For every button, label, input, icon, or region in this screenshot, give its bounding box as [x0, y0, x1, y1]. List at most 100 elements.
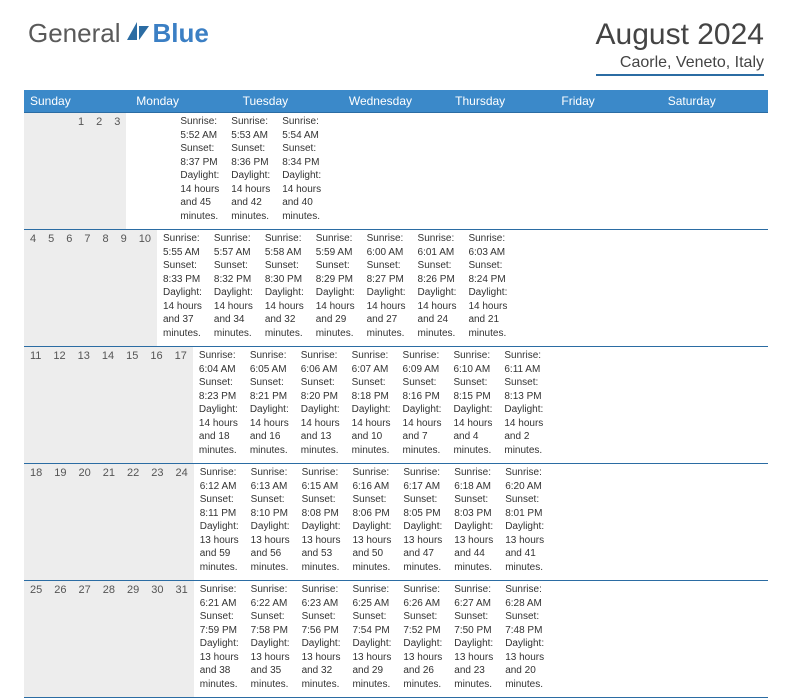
- day-number-band: 25262728293031: [24, 581, 194, 697]
- daylight-text: Daylight: 14 hours and 24 minutes.: [418, 286, 457, 340]
- sunset-text: Sunset: 7:48 PM: [505, 610, 544, 637]
- day-number: 7: [78, 230, 96, 248]
- brand-text-blue: Blue: [153, 18, 209, 49]
- sunset-text: Sunset: 8:27 PM: [367, 259, 406, 286]
- sunset-text: Sunset: 8:34 PM: [282, 142, 321, 169]
- sunrise-text: Sunrise: 6:05 AM: [250, 349, 289, 376]
- daylight-text: Daylight: 14 hours and 16 minutes.: [250, 403, 289, 457]
- daylight-text: Daylight: 13 hours and 47 minutes.: [403, 520, 442, 574]
- day-cell: Sunrise: 6:17 AMSunset: 8:05 PMDaylight:…: [397, 464, 448, 580]
- sunrise-text: Sunrise: 5:53 AM: [231, 115, 270, 142]
- day-cell: Sunrise: 6:26 AMSunset: 7:52 PMDaylight:…: [397, 581, 448, 697]
- day-content-band: Sunrise: 5:55 AMSunset: 8:33 PMDaylight:…: [157, 230, 513, 346]
- weekday-header: Tuesday: [237, 90, 343, 112]
- sunrise-text: Sunrise: 5:52 AM: [180, 115, 219, 142]
- day-number-band: 123: [24, 113, 126, 229]
- daylight-text: Daylight: 13 hours and 29 minutes.: [352, 637, 391, 691]
- day-number: 5: [42, 230, 60, 248]
- sunrise-text: Sunrise: 6:12 AM: [200, 466, 239, 493]
- day-number: 14: [96, 347, 120, 365]
- day-cell: Sunrise: 6:05 AMSunset: 8:21 PMDaylight:…: [244, 347, 295, 463]
- daylight-text: Daylight: 14 hours and 37 minutes.: [163, 286, 202, 340]
- day-number: 8: [97, 230, 115, 248]
- sunset-text: Sunset: 8:37 PM: [180, 142, 219, 169]
- day-cell: Sunrise: 6:07 AMSunset: 8:18 PMDaylight:…: [346, 347, 397, 463]
- day-cell: [138, 113, 150, 229]
- day-cell: Sunrise: 5:59 AMSunset: 8:29 PMDaylight:…: [310, 230, 361, 346]
- day-number: [48, 113, 60, 131]
- day-number: 4: [24, 230, 42, 248]
- sunset-text: Sunset: 7:59 PM: [200, 610, 239, 637]
- sunset-text: Sunset: 8:16 PM: [403, 376, 442, 403]
- day-number: 12: [47, 347, 71, 365]
- week-row: 25262728293031Sunrise: 6:21 AMSunset: 7:…: [24, 580, 768, 697]
- daylight-text: Daylight: 13 hours and 35 minutes.: [251, 637, 290, 691]
- sunrise-text: Sunrise: 6:18 AM: [454, 466, 493, 493]
- sunrise-text: Sunrise: 6:25 AM: [352, 583, 391, 610]
- day-number: 23: [145, 464, 169, 482]
- sunrise-text: Sunrise: 6:26 AM: [403, 583, 442, 610]
- sunset-text: Sunset: 8:20 PM: [301, 376, 340, 403]
- day-cell: [150, 113, 162, 229]
- day-cell: Sunrise: 6:09 AMSunset: 8:16 PMDaylight:…: [397, 347, 448, 463]
- sunrise-text: Sunrise: 6:15 AM: [302, 466, 341, 493]
- day-number: 21: [97, 464, 121, 482]
- sunset-text: Sunset: 8:32 PM: [214, 259, 253, 286]
- weekday-header: Sunday: [24, 90, 130, 112]
- week-row: 11121314151617Sunrise: 6:04 AMSunset: 8:…: [24, 346, 768, 463]
- daylight-text: Daylight: 13 hours and 53 minutes.: [302, 520, 341, 574]
- day-number: 26: [48, 581, 72, 599]
- weeks-container: 123Sunrise: 5:52 AMSunset: 8:37 PMDaylig…: [24, 112, 768, 697]
- sunrise-text: Sunrise: 6:22 AM: [251, 583, 290, 610]
- day-number: [24, 113, 36, 131]
- day-cell: Sunrise: 5:52 AMSunset: 8:37 PMDaylight:…: [174, 113, 225, 229]
- sunset-text: Sunset: 8:03 PM: [454, 493, 493, 520]
- day-cell: Sunrise: 6:27 AMSunset: 7:50 PMDaylight:…: [448, 581, 499, 697]
- sunset-text: Sunset: 8:11 PM: [200, 493, 239, 520]
- daylight-text: Daylight: 13 hours and 23 minutes.: [454, 637, 493, 691]
- sunrise-text: Sunrise: 5:54 AM: [282, 115, 321, 142]
- daylight-text: Daylight: 14 hours and 4 minutes.: [453, 403, 492, 457]
- day-cell: Sunrise: 5:57 AMSunset: 8:32 PMDaylight:…: [208, 230, 259, 346]
- day-cell: Sunrise: 5:54 AMSunset: 8:34 PMDaylight:…: [276, 113, 327, 229]
- day-number: 31: [170, 581, 194, 599]
- sunrise-text: Sunrise: 5:59 AM: [316, 232, 355, 259]
- sunset-text: Sunset: 8:36 PM: [231, 142, 270, 169]
- location-text: Caorle, Veneto, Italy: [596, 54, 764, 72]
- weekday-header: Wednesday: [343, 90, 449, 112]
- sunrise-text: Sunrise: 6:09 AM: [403, 349, 442, 376]
- sunset-text: Sunset: 7:50 PM: [454, 610, 493, 637]
- sunrise-text: Sunrise: 6:11 AM: [504, 349, 543, 376]
- daylight-text: Daylight: 14 hours and 40 minutes.: [282, 169, 321, 223]
- page-header: General Blue August 2024 Caorle, Veneto,…: [0, 0, 792, 84]
- daylight-text: Daylight: 14 hours and 42 minutes.: [231, 169, 270, 223]
- day-cell: Sunrise: 6:06 AMSunset: 8:20 PMDaylight:…: [295, 347, 346, 463]
- sunset-text: Sunset: 8:15 PM: [453, 376, 492, 403]
- daylight-text: Daylight: 14 hours and 13 minutes.: [301, 403, 340, 457]
- sunrise-text: Sunrise: 6:20 AM: [505, 466, 544, 493]
- day-number: 3: [108, 113, 126, 131]
- day-number: 10: [133, 230, 157, 248]
- day-number: 19: [48, 464, 72, 482]
- title-block: August 2024 Caorle, Veneto, Italy: [596, 18, 764, 76]
- day-cell: [162, 113, 174, 229]
- daylight-text: Daylight: 13 hours and 41 minutes.: [505, 520, 544, 574]
- sunset-text: Sunset: 7:52 PM: [403, 610, 442, 637]
- daylight-text: Daylight: 14 hours and 10 minutes.: [352, 403, 391, 457]
- day-content-band: Sunrise: 5:52 AMSunset: 8:37 PM Daylight:…: [126, 113, 327, 229]
- day-cell: Sunrise: 6:22 AMSunset: 7:58 PMDaylight:…: [245, 581, 296, 697]
- day-number: 25: [24, 581, 48, 599]
- daylight-text: Daylight: 13 hours and 32 minutes.: [302, 637, 341, 691]
- sunrise-text: Sunrise: 6:13 AM: [251, 466, 290, 493]
- weekday-header: Friday: [555, 90, 661, 112]
- day-cell: Sunrise: 6:13 AMSunset: 8:10 PMDaylight:…: [245, 464, 296, 580]
- day-cell: Sunrise: 5:58 AMSunset: 8:30 PMDaylight:…: [259, 230, 310, 346]
- brand-logo: General Blue: [28, 18, 209, 49]
- day-cell: Sunrise: 6:15 AMSunset: 8:08 PMDaylight:…: [296, 464, 347, 580]
- day-cell: Sunrise: 6:03 AMSunset: 8:24 PMDaylight:…: [462, 230, 513, 346]
- sunrise-text: Sunrise: 5:58 AM: [265, 232, 304, 259]
- day-number: 22: [121, 464, 145, 482]
- daylight-text: Daylight: 14 hours and 32 minutes.: [265, 286, 304, 340]
- day-cell: Sunrise: 6:21 AMSunset: 7:59 PMDaylight:…: [194, 581, 245, 697]
- month-title: August 2024: [596, 18, 764, 52]
